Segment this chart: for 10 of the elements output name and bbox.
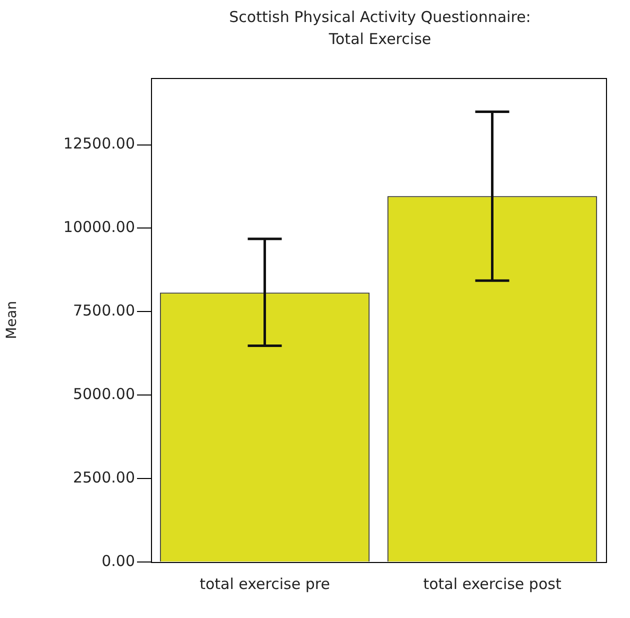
- chart-title: Scottish Physical Activity Questionnaire: Total Exercise: [229, 8, 531, 48]
- y-tick-label: 12500.00: [63, 134, 135, 153]
- y-tick-label: 7500.00: [72, 302, 135, 320]
- x-tick-label: total exercise pre: [200, 574, 330, 593]
- y-tick-label: 10000.00: [63, 218, 135, 236]
- y-axis-title: Mean: [4, 300, 20, 340]
- x-tick-label: total exercise post: [423, 574, 562, 593]
- y-tick-label: 2500.00: [72, 468, 135, 486]
- y-tick-label: 0.00: [102, 552, 135, 570]
- y-tick-label: 5000.00: [72, 384, 135, 403]
